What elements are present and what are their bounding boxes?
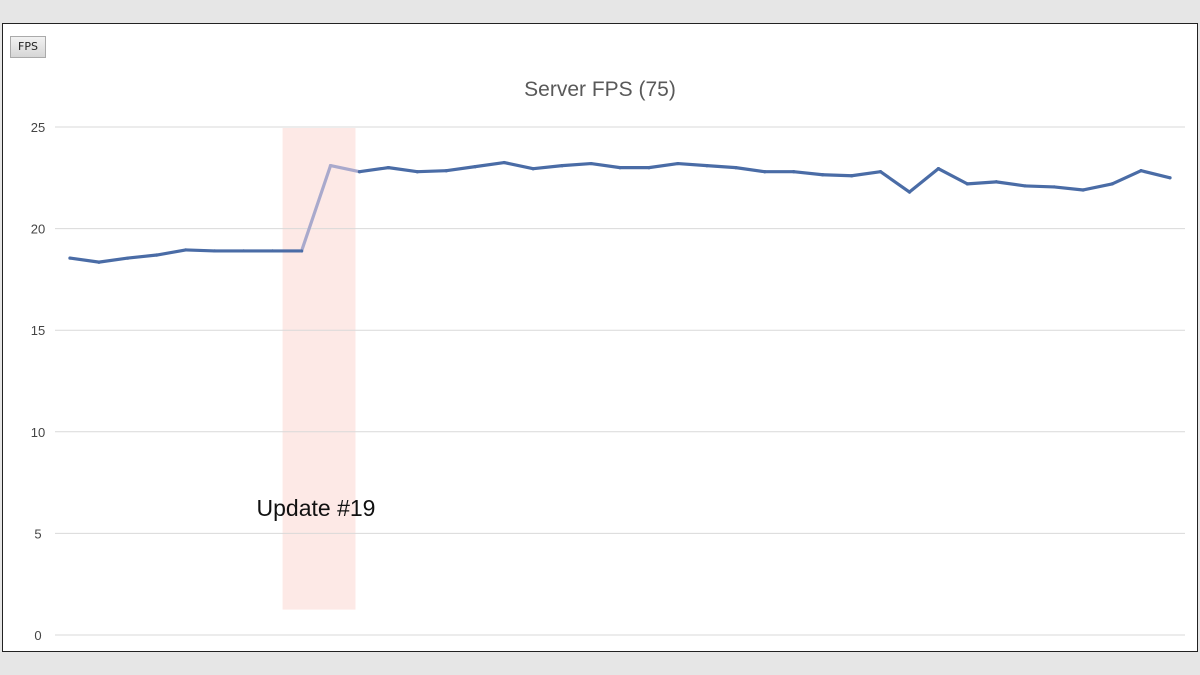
y-tick-label: 0 — [34, 628, 41, 643]
data-point — [965, 182, 969, 186]
line-segment — [386, 166, 419, 174]
data-point — [705, 164, 709, 168]
line-segment — [502, 160, 535, 171]
line-segment — [1023, 184, 1056, 189]
line-segment — [994, 180, 1027, 188]
data-point — [328, 164, 333, 168]
update-highlight-band — [282, 128, 356, 610]
data-point — [444, 169, 448, 173]
line-segment — [589, 161, 622, 170]
line-segment — [299, 164, 333, 253]
data-point — [849, 174, 854, 178]
line-segment — [907, 167, 941, 194]
line-segment — [878, 170, 912, 194]
line-segment — [1110, 169, 1143, 186]
data-point — [763, 170, 767, 174]
y-tick-label: 15 — [31, 323, 45, 338]
chart-title: Server FPS (75) — [524, 78, 676, 101]
data-point — [1139, 169, 1143, 173]
line-segment — [792, 170, 825, 177]
line-segment — [1139, 169, 1172, 180]
data-point — [821, 173, 825, 177]
y-tick-label: 10 — [31, 425, 45, 440]
data-point — [1110, 182, 1114, 186]
line-segment — [965, 180, 998, 186]
data-point — [299, 249, 304, 253]
data-point — [1168, 176, 1172, 180]
data-point — [97, 260, 101, 264]
line-segment — [734, 166, 767, 174]
line-segment — [936, 167, 969, 186]
data-point — [473, 165, 477, 169]
data-point — [1023, 184, 1027, 188]
data-point — [676, 161, 680, 166]
line-segment — [821, 173, 854, 178]
data-point — [531, 167, 535, 171]
line-segment — [705, 164, 738, 170]
line-segment — [126, 253, 159, 260]
line-segment — [473, 160, 506, 169]
data-point — [242, 249, 246, 253]
data-point — [184, 248, 188, 252]
data-point — [126, 256, 130, 260]
y-tick-label: 25 — [31, 120, 45, 135]
line-segment — [444, 165, 477, 173]
line-segment — [531, 164, 564, 171]
line-segment — [1081, 182, 1114, 192]
line-segment — [328, 164, 362, 174]
data-point — [907, 190, 912, 194]
data-point — [647, 166, 651, 170]
line-segment — [68, 256, 101, 264]
data-point — [68, 256, 72, 260]
line-segment — [1052, 185, 1085, 192]
data-point — [734, 166, 738, 170]
data-point — [415, 170, 419, 174]
y-tick-label: 20 — [31, 222, 45, 237]
chart-frame — [2, 23, 1198, 652]
line-segment — [357, 166, 391, 174]
y-tick-label: 5 — [34, 526, 41, 541]
data-point — [386, 166, 391, 170]
data-point — [502, 160, 506, 165]
data-point — [213, 249, 217, 253]
annotation-label: Update #19 — [257, 495, 376, 521]
line-segment — [184, 248, 217, 253]
data-point — [357, 170, 362, 174]
data-point — [994, 180, 998, 184]
data-point — [271, 249, 275, 253]
data-point — [878, 170, 883, 174]
data-point — [155, 253, 159, 257]
line-segment — [155, 248, 188, 257]
line-segment — [560, 161, 593, 168]
data-point — [618, 166, 622, 170]
line-segment — [647, 161, 680, 170]
line-segment — [849, 170, 883, 178]
data-point — [560, 164, 564, 168]
data-point — [936, 167, 941, 171]
line-segment — [676, 161, 709, 168]
line-segment — [415, 169, 448, 174]
data-point — [792, 170, 796, 174]
data-point — [1081, 188, 1085, 192]
data-point — [589, 161, 593, 166]
fps-button[interactable]: FPS — [10, 36, 46, 58]
line-segment — [97, 256, 130, 264]
data-point — [1052, 185, 1056, 189]
